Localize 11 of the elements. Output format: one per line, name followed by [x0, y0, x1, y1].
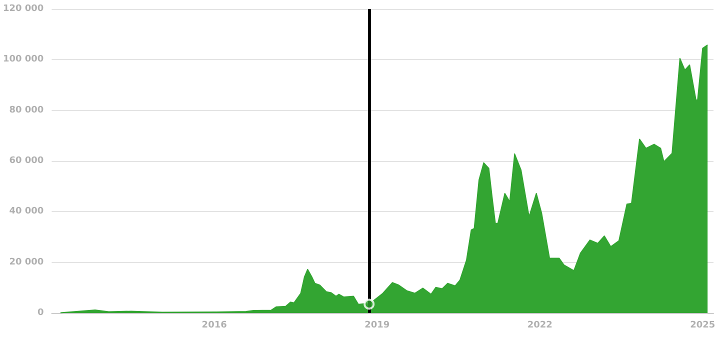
- x-tick-label: 2016: [202, 320, 227, 330]
- y-tick-label: 40 000: [9, 206, 44, 217]
- y-tick-label: 80 000: [9, 105, 44, 116]
- y-tick-label: 120 000: [2, 4, 44, 14]
- y-tick-label: 100 000: [2, 54, 44, 65]
- x-tick-label: 2025: [690, 320, 716, 330]
- y-tick-label: 60 000: [9, 156, 44, 166]
- y-tick-label: 0: [37, 308, 44, 318]
- x-tick-label: 2022: [527, 320, 552, 330]
- y-tick-label: 20 000: [9, 257, 44, 268]
- x-tick-label: 2019: [364, 320, 390, 330]
